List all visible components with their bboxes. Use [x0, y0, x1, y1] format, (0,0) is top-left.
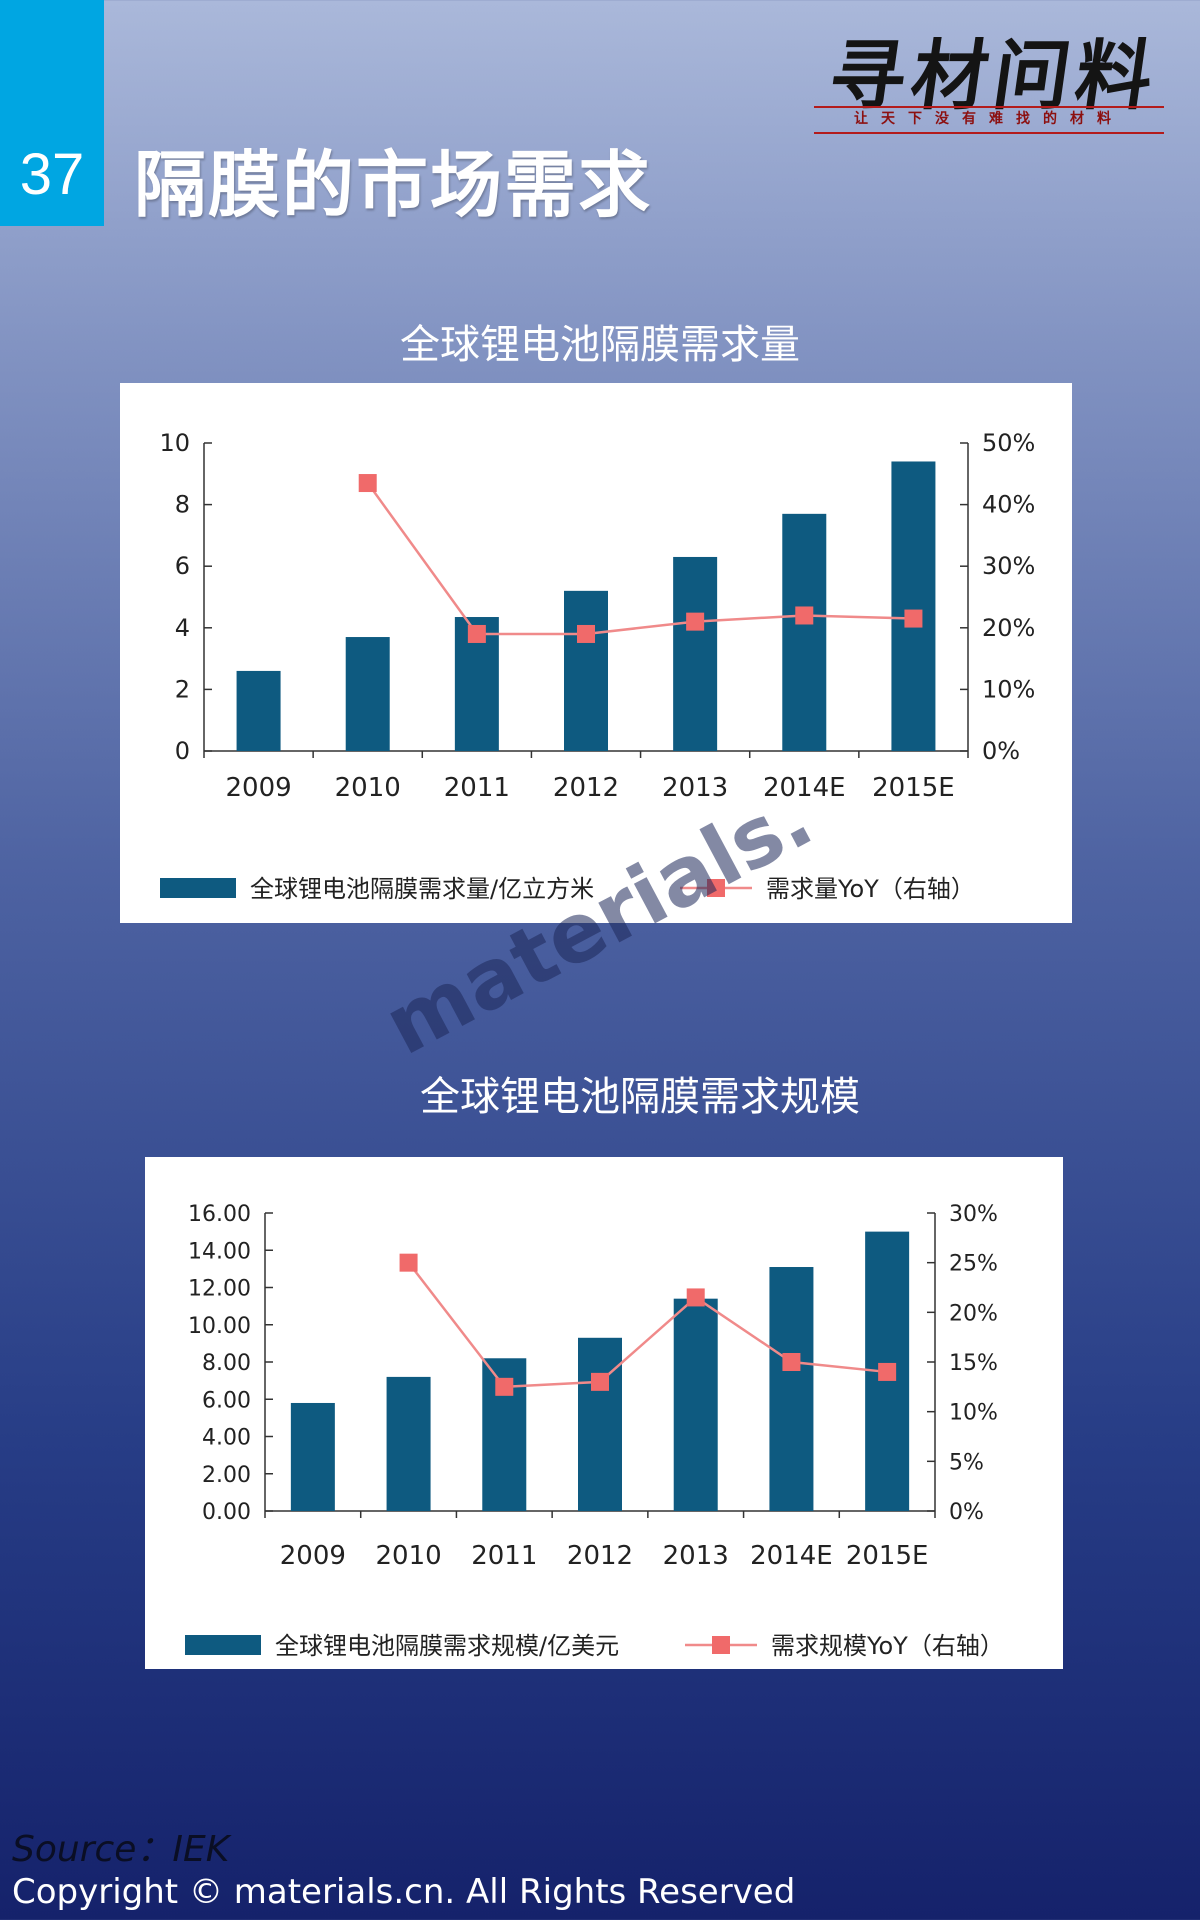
chart-1-bar: [891, 461, 936, 751]
chart-1-x-tick-label: 2010: [335, 773, 401, 803]
chart-1-yoy-point: [467, 624, 486, 643]
chart-2-x-tick-label: 2012: [567, 1541, 633, 1571]
chart-1-bar: [564, 590, 608, 751]
chart-2-svg: 0.00 2.00 4.00 6.00 8.00 10.00 12.00 14.00 16.00…: [185, 1202, 1004, 1660]
page-title: 隔膜的市场需求: [134, 143, 653, 227]
chart-2-y-tick-label: 0.00: [202, 1500, 251, 1525]
chart-1-legend-bar-label: 全球锂电池隔膜需求量/亿立方米: [250, 875, 594, 903]
chart-2-yoy-point: [495, 1377, 514, 1396]
chart-2-x-tick-label: 2015E: [846, 1541, 929, 1571]
chart-2-y2-tick-label: 20%: [949, 1301, 998, 1326]
chart-1-yoy-line: [366, 482, 914, 636]
chart-1-yoy-point: [358, 474, 377, 493]
chart-2-y-tick-label: 16.00: [188, 1202, 251, 1227]
chart-2-y-tick-label: 12.00: [188, 1277, 251, 1302]
chart-2-panel: 0.00 2.00 4.00 6.00 8.00 10.00 12.00 14.00 16.00…: [145, 1157, 1063, 1669]
chart-2-x-tick-label: 2011: [471, 1541, 537, 1571]
chart-1-y2-tick-label: 20%: [982, 614, 1035, 642]
chart-1-bar: [673, 556, 718, 751]
chart-2-y2-tick-label: 10%: [949, 1401, 998, 1426]
chart-1-x-tick-label: 2014E: [763, 773, 846, 803]
chart-1-y-tick-label: 6: [175, 552, 190, 580]
copyright-notice: Copyright © materials.cn. All Rights Res…: [12, 1872, 796, 1912]
chart-1-svg: 0 2 4 6 8 10 0% 10% 20% 30% 40% 50% 2009 2010 2011 2012…: [159, 429, 1035, 903]
chart-2-y-tick-label: 8.00: [202, 1351, 251, 1376]
chart-2-yoy-point: [591, 1372, 609, 1391]
chart-1-yoy-point: [577, 624, 595, 643]
chart-2-y2-tick-label: 30%: [949, 1202, 998, 1227]
chart-1-yoy-point: [686, 612, 705, 631]
chart-2-bar: [386, 1376, 431, 1511]
chart-1-y2-tick-label: 30%: [982, 552, 1035, 580]
chart-1-bar: [236, 670, 281, 751]
chart-1-yoy-point: [795, 606, 814, 625]
chart-2-x-tick-label: 2010: [375, 1541, 441, 1571]
page-number: 37: [0, 0, 104, 226]
chart-2-bar: [673, 1298, 718, 1511]
chart-1-y2-tick-label: 10%: [982, 675, 1035, 703]
chart-2-x-tick-label: 2014E: [750, 1541, 833, 1571]
chart-2-yoy-point: [399, 1253, 418, 1272]
chart-1-panel: 0 2 4 6 8 10 0% 10% 20% 30% 40% 50% 2009 2010 2011 2012…: [120, 383, 1072, 923]
chart-2-y-tick-label: 4.00: [202, 1426, 251, 1451]
chart-1-x-tick-label: 2012: [553, 773, 619, 803]
chart-2-bar: [769, 1267, 814, 1511]
chart-2-yoy-point: [878, 1362, 897, 1381]
chart-1-x-tick-label: 2009: [225, 773, 291, 803]
chart-1-title: 全球锂电池隔膜需求量: [400, 322, 800, 368]
chart-2-y2-tick-label: 5%: [949, 1450, 984, 1475]
chart-2-y-tick-label: 14.00: [188, 1239, 251, 1264]
chart-1-y-tick-label: 8: [175, 491, 190, 519]
chart-2-legend-bar-swatch: [185, 1635, 261, 1655]
chart-1-legend-line-label: 需求量YoY（右轴）: [766, 875, 975, 903]
chart-2-y-tick-label: 2.00: [202, 1463, 251, 1488]
chart-2-y2-tick-label: 15%: [949, 1351, 998, 1376]
chart-2-x-tick-label: 2013: [663, 1541, 729, 1571]
chart-1-legend-bar-swatch: [160, 878, 236, 898]
chart-1-legend-line-marker: [707, 879, 725, 897]
chart-1-y2-tick-label: 40%: [982, 491, 1035, 519]
chart-2-legend-line-marker: [712, 1636, 730, 1654]
chart-2-yoy-point: [686, 1288, 705, 1307]
chart-1-y-tick-label: 2: [175, 675, 190, 703]
logo-tagline: 让天下没有难找的材料: [814, 106, 1164, 134]
chart-1-bar: [782, 513, 827, 751]
source-note: Source：IEK: [12, 1829, 230, 1870]
chart-2-yoy-line: [407, 1261, 888, 1389]
chart-1-y2-tick-label: 0%: [982, 737, 1020, 765]
chart-2-y2-tick-label: 0%: [949, 1500, 984, 1525]
chart-1-y-tick-label: 0: [175, 737, 190, 765]
chart-1-x-tick-label: 2013: [662, 773, 728, 803]
chart-2-y-tick-label: 6.00: [202, 1388, 251, 1413]
chart-2-y2-tick-label: 25%: [949, 1252, 998, 1277]
chart-2-legend-line-label: 需求规模YoY（右轴）: [771, 1632, 1004, 1660]
chart-1-x-tick-label: 2011: [444, 773, 510, 803]
chart-1-y-tick-label: 10: [159, 429, 190, 457]
chart-2-legend-bar-label: 全球锂电池隔膜需求规模/亿美元: [275, 1632, 619, 1660]
chart-2-bar: [578, 1337, 622, 1511]
chart-1-x-tick-label: 2015E: [872, 773, 955, 803]
brand-logo: 寻材问料 让天下没有难找的材料: [800, 14, 1190, 134]
chart-1-bar: [345, 637, 390, 751]
chart-2-y-tick-label: 10.00: [188, 1314, 251, 1339]
chart-2-bar: [290, 1402, 335, 1511]
chart-1-y-tick-label: 4: [175, 614, 190, 642]
chart-2-yoy-point: [782, 1353, 801, 1371]
chart-2-title: 全球锂电池隔膜需求规模: [420, 1074, 860, 1120]
chart-1-y2-tick-label: 50%: [982, 429, 1035, 457]
chart-2-x-tick-label: 2009: [280, 1541, 346, 1571]
chart-1-yoy-point: [904, 609, 923, 628]
